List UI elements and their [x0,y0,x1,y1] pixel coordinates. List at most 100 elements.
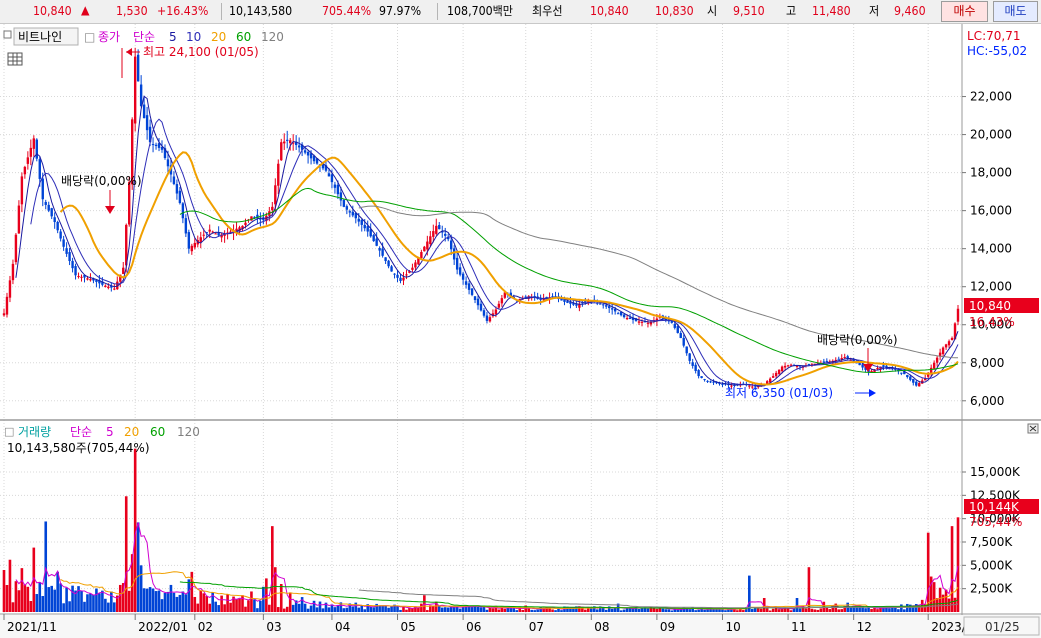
candle-body [32,138,36,149]
candle-body [333,184,337,188]
volume-bar [852,605,855,612]
mode-label[interactable]: 비트나인 [18,30,62,44]
date-tick-label: 02 [198,620,213,634]
volume-bar [885,606,888,612]
volume-bar [673,608,677,612]
candle-body [584,300,587,302]
volume-bar [375,603,378,612]
volume-bar [938,587,942,612]
volume-bar [5,585,9,612]
volume-bar [321,608,325,612]
candle-body [336,184,340,195]
volume-bar [584,609,587,612]
candle-body [330,174,334,183]
candle-body [861,364,864,368]
volume-bar [336,605,340,612]
volume-bar [566,606,569,612]
volume-bar [789,610,793,612]
candle-body [602,304,605,306]
candle-body [500,298,504,304]
candle-body [706,380,709,382]
candle-body [128,182,131,225]
volume-bar [837,609,841,612]
hc-label: HC:-55,02 [967,44,1027,58]
candle-body [420,251,423,258]
volume-bar [521,610,525,612]
volume-bar [297,603,301,612]
candle-body [712,381,715,383]
date-tick-label: 2022/01 [138,620,188,634]
candle-body [172,176,176,185]
candle-body [953,323,957,340]
volume-bar [455,606,459,612]
ask-price: 10,840 [590,4,629,18]
candle-body [181,203,185,219]
candle-body [619,311,623,316]
volume-bar [655,608,659,612]
volume-bar [95,588,98,612]
candle-body [294,141,298,146]
price-volume-chart[interactable]: 6,000 8,000 10,000 12,000 14,000 16,000 18,000… [0,24,1041,638]
candle-body [655,318,659,322]
candle-body [348,211,352,213]
volume-bar [813,609,817,612]
candle-body [220,234,223,238]
candle-body [151,144,155,146]
candle-body [26,157,30,164]
candle-body [688,353,691,361]
candle-body [351,211,355,216]
volume-bar [581,606,584,612]
volume-bar [148,587,152,612]
volume-bar [500,606,504,612]
candle-body [879,366,882,370]
price-change: 1,530 [116,4,148,18]
candle-body [721,383,724,385]
volume-bar [903,609,906,612]
candle-body [789,364,793,366]
candle-body [321,163,325,169]
candle-body [473,296,477,301]
candle-body [944,344,948,348]
close-icon[interactable] [1027,423,1039,434]
mode-box[interactable] [13,27,79,46]
volume-bar [348,603,352,612]
volume-bar [894,607,897,612]
price-tick-label: 22,000 [970,90,1012,104]
volume-bar [327,607,331,612]
volume-bar [771,608,775,612]
volume-bar [646,608,650,612]
sell-button[interactable]: 매도 [993,1,1038,22]
volume-bar [622,609,626,612]
square-menu-icon[interactable] [3,30,12,39]
candle-body [286,139,289,141]
dividend-marker [105,190,115,214]
x-axis-background [0,615,1041,638]
candle-body [432,231,435,237]
volume-bar [193,596,197,612]
high-annotation: 최고 24,100 (01/05) [143,45,259,59]
candle-body [20,176,24,205]
volume-bar [748,575,751,612]
date-tick-label: 11 [791,620,806,634]
candle-body [470,288,474,295]
candle-body [918,383,921,387]
volume-bar [768,610,772,612]
volume-bar [113,602,116,612]
candle-body [494,309,498,315]
candle-body [154,144,158,146]
volume-bar [572,608,575,612]
volume-bar [426,610,429,612]
volume-bar [303,603,307,612]
table-icon[interactable] [7,52,23,66]
ma10-line [30,118,959,386]
volume-bar [38,582,42,612]
vol-ma120-label: 120 [177,425,200,439]
price-tick-label: 18,000 [970,166,1012,180]
candle-body [148,126,152,143]
volume-bar [798,608,802,612]
volume-bar [214,601,217,612]
candle-body [783,365,787,368]
volume-bar [470,606,474,612]
volume-bar [595,609,599,612]
buy-button[interactable]: 매수 [941,1,988,22]
